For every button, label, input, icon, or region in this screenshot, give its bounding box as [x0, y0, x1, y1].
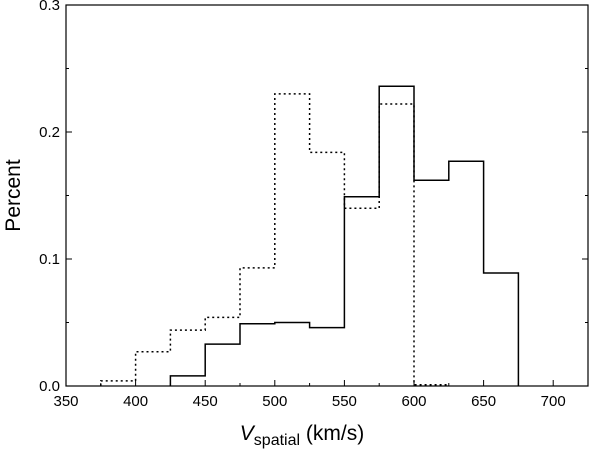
y-axis-title: Percent [2, 159, 25, 232]
x-tick-label: 600 [401, 393, 426, 410]
y-tick-label: 0.3 [39, 0, 60, 14]
series-solid [169, 85, 520, 386]
series-dotted [100, 93, 450, 386]
x-tick-label: 450 [193, 393, 218, 410]
histogram-bin [449, 161, 484, 386]
x-axis-title-subscript: spatial [254, 432, 300, 449]
x-tick-label: 550 [332, 393, 357, 410]
y-tick-label: 0.2 [39, 124, 60, 141]
y-tick-label: 0.1 [39, 251, 60, 268]
histogram-outline [169, 85, 520, 386]
x-axis-title: Vspatial (km/s) [240, 422, 364, 449]
x-tick-label: 700 [541, 393, 566, 410]
histogram-bin [379, 104, 414, 386]
x-tick-label: 350 [53, 393, 78, 410]
histogram-bin [205, 317, 240, 386]
tick-layer: 350 400 450 500 550 600 650 700 0.0 0.1 0.2 0.3 [39, 0, 588, 410]
histogram-outline [100, 93, 450, 386]
x-tick-label: 650 [471, 393, 496, 410]
histogram-bin [275, 94, 310, 386]
histogram-bin [240, 268, 275, 386]
histogram-bin [484, 273, 519, 386]
histogram-bin [136, 352, 171, 386]
x-axis-title-units: (km/s) [300, 422, 364, 445]
histogram-bin [101, 381, 136, 386]
histogram-bin [310, 152, 345, 386]
x-axis-title-main: V [240, 422, 256, 445]
x-tick-label: 500 [262, 393, 287, 410]
histogram-bin [344, 208, 379, 386]
histogram-bin [170, 330, 205, 386]
y-tick-label: 0.0 [39, 378, 60, 395]
histogram-bin [414, 180, 449, 386]
x-tick-label: 400 [123, 393, 148, 410]
series-layer [100, 85, 520, 386]
